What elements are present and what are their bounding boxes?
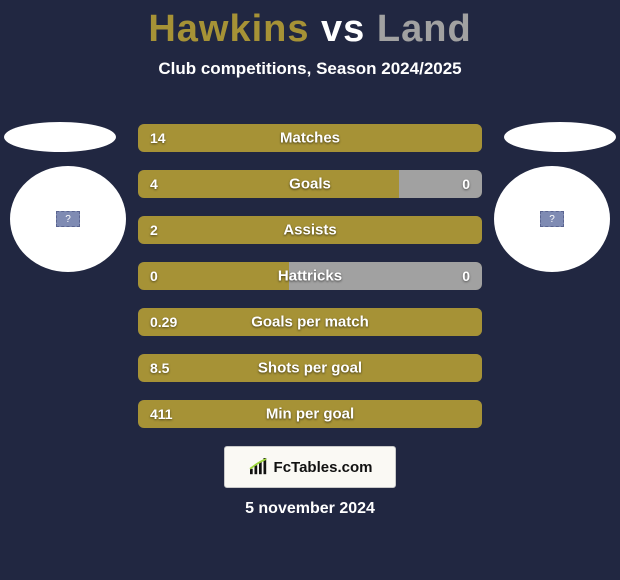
stat-row: 8.5Shots per goal [138,354,482,382]
team-ellipse-right [504,122,616,152]
stat-label: Assists [138,222,482,239]
logo-text: FcTables.com [274,459,373,476]
team-ellipse-left [4,122,116,152]
stat-row: 00Hattricks [138,262,482,290]
page-title: Hawkins vs Land [0,0,620,51]
stat-row: 40Goals [138,170,482,198]
player-circle-left: ? [10,166,126,272]
subtitle: Club competitions, Season 2024/2025 [0,59,620,79]
player2-name: Land [377,8,472,50]
stat-label: Matches [138,130,482,147]
stat-label: Min per goal [138,406,482,423]
stats-bars: 14Matches 40Goals 2Assists 00Hattricks 0.29G… [138,124,482,446]
placeholder-badge-icon: ? [540,211,564,227]
vs-word: vs [321,8,365,50]
stat-row: 0.29Goals per match [138,308,482,336]
player-circle-right: ? [494,166,610,272]
stat-row: 2Assists [138,216,482,244]
bar-chart-icon [248,458,270,476]
stat-row: 14Matches [138,124,482,152]
fctables-logo[interactable]: FcTables.com [224,446,396,488]
placeholder-badge-icon: ? [56,211,80,227]
stat-row: 411Min per goal [138,400,482,428]
stat-label: Hattricks [138,268,482,285]
stat-label: Goals [138,176,482,193]
stat-label: Shots per goal [138,360,482,377]
stat-label: Goals per match [138,314,482,331]
player1-name: Hawkins [148,8,309,50]
date-label: 5 november 2024 [0,500,620,518]
